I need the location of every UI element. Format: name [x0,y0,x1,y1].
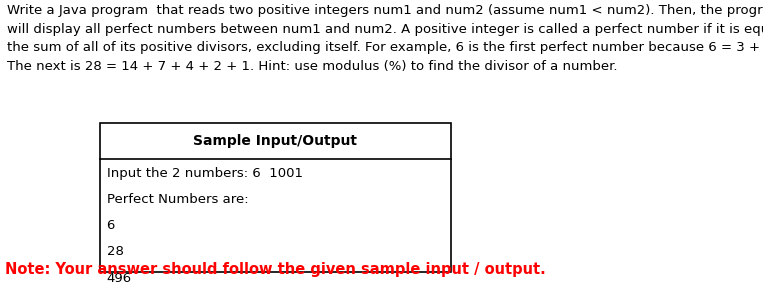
FancyBboxPatch shape [100,123,450,272]
Text: Perfect Numbers are:: Perfect Numbers are: [107,193,248,206]
Text: Input the 2 numbers: 6  1001: Input the 2 numbers: 6 1001 [107,167,303,180]
Text: Sample Input/Output: Sample Input/Output [193,133,357,148]
Text: 6: 6 [107,219,115,232]
Text: 496: 496 [107,272,132,284]
Text: Write a Java program  that reads two positive integers num1 and num2 (assume num: Write a Java program that reads two posi… [7,4,763,73]
Text: 28: 28 [107,245,124,258]
Text: Note: Your answer should follow the given sample input / output.: Note: Your answer should follow the give… [5,262,546,277]
